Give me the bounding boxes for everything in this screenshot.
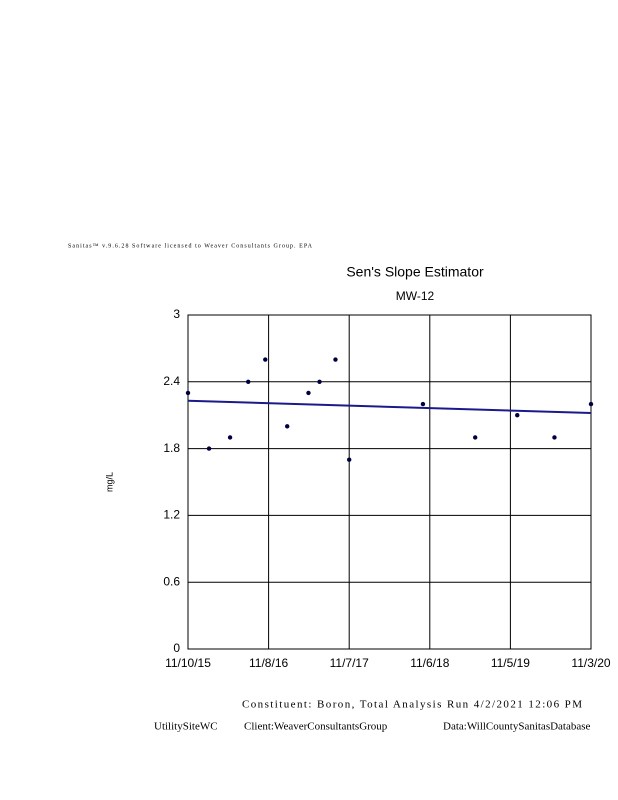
footer-client: Client:WeaverConsultantsGroup	[244, 721, 388, 733]
y-axis-label: mg/L	[104, 472, 114, 492]
x-tick-label: 11/3/20	[571, 656, 610, 670]
plot-area	[187, 314, 592, 650]
data-point	[185, 390, 191, 396]
data-point	[317, 379, 322, 384]
y-tick-label: 2.4	[163, 374, 180, 388]
data-point	[472, 435, 478, 440]
data-point	[420, 401, 426, 407]
x-tick-label: 11/8/16	[249, 656, 288, 670]
data-point	[285, 424, 290, 429]
y-tick-label: 1.8	[163, 441, 180, 455]
y-tick-label: 0	[173, 641, 180, 655]
data-point	[306, 390, 311, 396]
data-point	[588, 401, 594, 407]
y-tick-label: 0.6	[163, 574, 180, 588]
data-point	[347, 457, 352, 462]
data-point	[333, 357, 338, 362]
data-point	[246, 379, 251, 384]
data-point	[227, 435, 233, 440]
data-point	[552, 435, 557, 440]
header-note: Sanitas™ v.9.6.28 Software licensed to W…	[68, 242, 313, 249]
y-tick-label: 3	[173, 307, 180, 321]
footer-site: UtilitySiteWC	[154, 721, 218, 733]
data-point	[515, 413, 520, 418]
y-tick-label: 1.2	[163, 508, 180, 522]
x-tick-label: 11/10/15	[165, 656, 211, 670]
chart-title: Sen's Slope Estimator	[346, 264, 484, 280]
chart-subtitle: MW-12	[396, 289, 435, 303]
data-point	[206, 446, 212, 451]
footer-data: Data:WillCountySanitasDatabase	[443, 721, 591, 733]
x-tick-label: 11/6/18	[410, 656, 449, 670]
data-point	[263, 357, 268, 362]
x-tick-label: 11/5/19	[491, 656, 530, 670]
trend-line	[187, 399, 592, 414]
footer-line: Constituent: Boron, Total Analysis Run 4…	[242, 699, 582, 711]
x-tick-label: 11/7/17	[330, 656, 369, 670]
